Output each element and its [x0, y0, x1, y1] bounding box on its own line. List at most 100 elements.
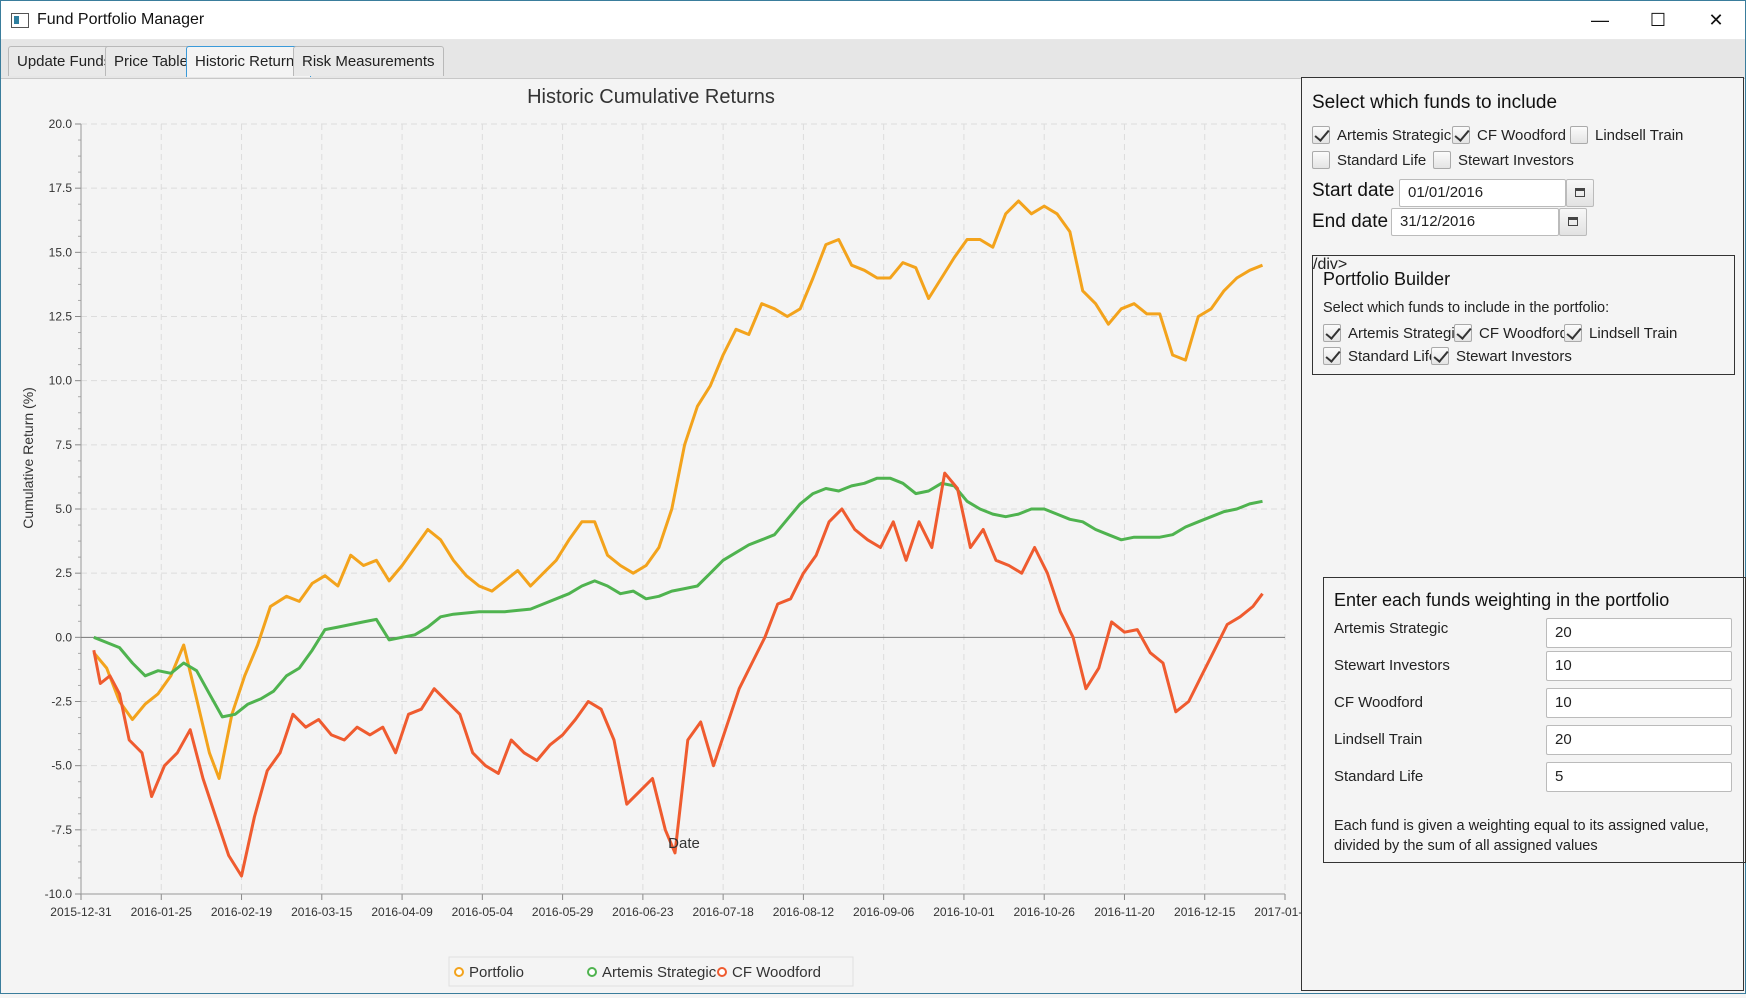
- y-tick-label: 5.0: [55, 502, 72, 516]
- checkbox-box[interactable]: [1452, 126, 1470, 144]
- weight-input-cf-woodford[interactable]: 10: [1546, 688, 1732, 718]
- start-date-calendar-icon[interactable]: [1566, 179, 1594, 207]
- portfolio-artemis-strategic-checkbox[interactable]: Artemis Strategic: [1323, 324, 1462, 342]
- title-bar: Fund Portfolio Manager — ☐ ✕: [1, 1, 1745, 40]
- x-tick-label: 2016-07-18: [692, 905, 754, 919]
- include-lindsell-train-checkbox[interactable]: Lindsell Train: [1570, 126, 1683, 144]
- x-tick-label: 2016-05-04: [452, 905, 514, 919]
- y-tick-label: 0.0: [55, 630, 72, 644]
- weight-input-artemis-strategic[interactable]: 20: [1546, 618, 1732, 648]
- tab-historic-returns[interactable]: Historic Returns: [186, 46, 311, 77]
- legend-marker-artemis-strategic: [587, 967, 597, 977]
- checkbox-label: Artemis Strategic: [1337, 126, 1452, 144]
- series-line-artemis-strategic: [93, 476, 1263, 719]
- legend-label-artemis-strategic: Artemis Strategic: [602, 964, 717, 981]
- checkbox-label: CF Woodford: [1479, 324, 1568, 342]
- checkbox-box[interactable]: [1312, 126, 1330, 144]
- series-line-portfolio: [92, 199, 1264, 780]
- weighting-group: Enter each funds weighting in the portfo…: [1323, 577, 1746, 863]
- checkbox-label: CF Woodford: [1477, 126, 1566, 144]
- x-tick-label: 2016-06-23: [612, 905, 674, 919]
- weight-label-cf-woodford: CF Woodford: [1334, 694, 1423, 711]
- y-tick-label: -10.0: [45, 887, 73, 901]
- checkbox-label: Standard Life: [1348, 347, 1438, 365]
- portfolio-builder-instruction: Select which funds to include in the por…: [1323, 300, 1610, 316]
- include-cf-woodford-checkbox[interactable]: CF Woodford: [1452, 126, 1566, 144]
- end-date-input[interactable]: 31/12/2016: [1391, 208, 1559, 236]
- tab-update-funds[interactable]: Update Funds: [8, 46, 121, 76]
- checkbox-box[interactable]: [1312, 151, 1330, 169]
- y-axis-label: Cumulative Return (%): [20, 387, 36, 529]
- checkbox-box[interactable]: [1570, 126, 1588, 144]
- checkbox-label: Lindsell Train: [1595, 126, 1684, 144]
- portfolio-cf-woodford-checkbox[interactable]: CF Woodford: [1454, 324, 1568, 342]
- checkbox-box[interactable]: [1323, 324, 1341, 342]
- chart-area: Historic Cumulative Returns -10.0 -7.5 -5.…: [1, 78, 1316, 993]
- weight-input-stewart-investors[interactable]: 10: [1546, 651, 1732, 681]
- checkbox-box[interactable]: [1431, 347, 1449, 365]
- y-tick-label: 20.0: [49, 117, 73, 131]
- x-tick-label: 2016-02-19: [211, 905, 273, 919]
- options-panel: Select which funds to include Artemis St…: [1301, 77, 1746, 991]
- x-tick-label: 2016-08-12: [773, 905, 835, 919]
- portfolio-standard-life-checkbox[interactable]: Standard Life: [1323, 347, 1437, 365]
- legend-frame: [448, 956, 854, 987]
- x-tick-label: 2016-09-06: [853, 905, 915, 919]
- include-stewart-investors-checkbox[interactable]: Stewart Investors: [1433, 151, 1574, 169]
- chart-legend: Portfolio Artemis Strategic CF Woodford: [448, 956, 854, 987]
- y-tick-label: 15.0: [49, 245, 73, 259]
- portfolio-stewart-investors-checkbox[interactable]: Stewart Investors: [1431, 347, 1572, 365]
- start-date-input[interactable]: 01/01/2016: [1399, 179, 1566, 207]
- tab-risk-measurements[interactable]: Risk Measurements: [293, 46, 444, 76]
- window-title: Fund Portfolio Manager: [37, 11, 205, 28]
- maximize-button[interactable]: ☐: [1649, 9, 1667, 30]
- start-date-label: Start date: [1312, 180, 1395, 201]
- portfolio-builder-group: Portfolio Builder Select which funds to …: [1312, 255, 1746, 863]
- historic-returns-chart: -10.0 -7.5 -5.0 -2.5 0.0 2.5 5.0 7.5 10.0 12.5 15.…: [20, 117, 1316, 987]
- end-date-calendar-icon[interactable]: [1559, 208, 1587, 236]
- minimize-button[interactable]: —: [1591, 9, 1609, 30]
- legend-label-portfolio: Portfolio: [469, 964, 524, 981]
- x-tick-label: 2016-10-26: [1014, 905, 1076, 919]
- x-tick-label: 2016-05-29: [532, 905, 594, 919]
- x-tick-label: 2016-11-20: [1094, 905, 1155, 919]
- y-tick-label: 10.0: [49, 374, 73, 388]
- checkbox-box[interactable]: [1454, 324, 1472, 342]
- series-line-cf-woodford: [92, 471, 1264, 878]
- app-icon: [11, 12, 29, 28]
- window-controls: — ☐ ✕: [1571, 1, 1745, 39]
- weighting-note: Each fund is given a weighting equal to …: [1334, 818, 1709, 854]
- portfolio-lindsell-train-checkbox[interactable]: Lindsell Train: [1564, 324, 1677, 342]
- checkbox-label: Stewart Investors: [1456, 347, 1572, 365]
- checkbox-box[interactable]: [1323, 347, 1341, 365]
- include-standard-life-checkbox[interactable]: Standard Life: [1312, 151, 1426, 169]
- portfolio-builder-title: Portfolio Builder: [1323, 269, 1451, 289]
- legend-label-cf-woodford: CF Woodford: [732, 964, 821, 981]
- x-tick-label: 2016-10-01: [933, 905, 995, 919]
- checkbox-box[interactable]: [1433, 151, 1451, 169]
- y-tick-label: -2.5: [51, 695, 72, 709]
- y-tick-label: -5.0: [51, 759, 72, 773]
- legend-marker-cf-woodford: [717, 967, 727, 977]
- checkbox-box[interactable]: [1564, 324, 1582, 342]
- tab-price-table[interactable]: Price Table: [105, 46, 197, 76]
- y-tick-label: 7.5: [55, 438, 72, 452]
- weighting-title: Enter each funds weighting in the portfo…: [1334, 590, 1670, 610]
- x-tick-label: 2016-03-15: [291, 905, 353, 919]
- end-date-label: End date: [1312, 211, 1389, 232]
- weight-input-lindsell-train[interactable]: 20: [1546, 725, 1732, 755]
- close-button[interactable]: ✕: [1708, 9, 1724, 30]
- include-artemis-strategic-checkbox[interactable]: Artemis Strategic: [1312, 126, 1451, 144]
- y-tick-label: 2.5: [55, 566, 72, 580]
- tab-bar: Update Funds Price Table Historic Return…: [1, 40, 1745, 79]
- weight-input-standard-life[interactable]: 5: [1546, 762, 1732, 792]
- legend-marker-portfolio: [454, 967, 464, 977]
- checkbox-label: Standard Life: [1337, 151, 1427, 169]
- select-funds-heading: Select which funds to include: [1312, 92, 1558, 113]
- x-tick-label: 2016-04-09: [371, 905, 433, 919]
- x-tick-label: 2017-01-09: [1254, 905, 1301, 919]
- x-tick-label: 2016-12-15: [1174, 905, 1236, 919]
- checkbox-label: Stewart Investors: [1458, 151, 1574, 169]
- checkbox-label: Artemis Strategic: [1348, 324, 1463, 342]
